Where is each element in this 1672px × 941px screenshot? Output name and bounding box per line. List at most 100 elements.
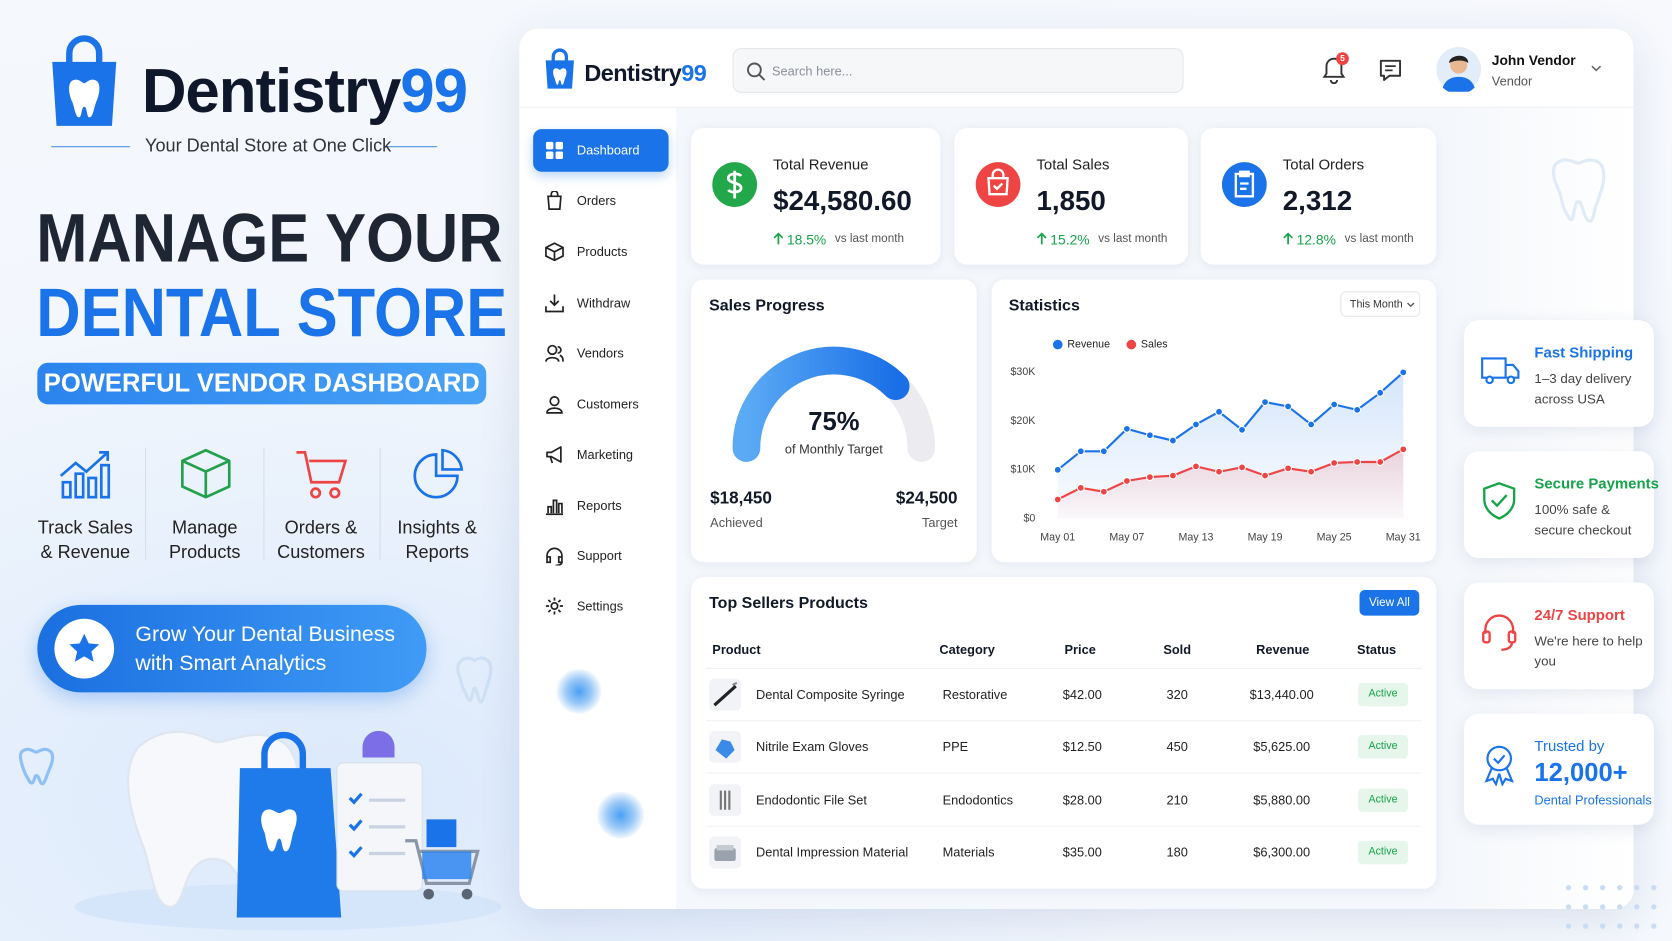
nav-item[interactable]: Dashboard: [533, 129, 669, 172]
stat-compare: vs last month: [834, 232, 905, 246]
highlight-title: Secure Payments: [1534, 474, 1659, 492]
user-avatar[interactable]: [1436, 46, 1482, 92]
stat-compare: vs last month: [1344, 232, 1414, 246]
nav-label: Orders: [576, 193, 616, 209]
nav-item[interactable]: Withdraw: [533, 282, 668, 325]
stat-change: 12.8%: [1296, 231, 1336, 248]
table-cell: $6,300.00: [1253, 844, 1311, 860]
nav-label: Dashboard: [576, 142, 640, 158]
nav-icon-part: [545, 242, 564, 262]
highlight-icon: [1484, 745, 1514, 787]
header-logo-part: [553, 68, 567, 85]
period-dropdown[interactable]: This Month: [1340, 291, 1421, 317]
dot-pattern-part-part: [1634, 884, 1640, 891]
feature-line: Customers: [277, 541, 365, 563]
dot-pattern-part-part: [1634, 904, 1640, 910]
tooth-decoration-part: [1551, 158, 1606, 223]
table-cell: 320: [1166, 687, 1188, 703]
nav-icon-part-part: [555, 151, 564, 159]
feature-icon-part-part: [87, 476, 98, 499]
nav-icon-part-part: [545, 597, 564, 615]
messages-icon[interactable]: [1379, 58, 1402, 84]
view-all-button[interactable]: View All: [1359, 589, 1420, 616]
nav-icon-part: [545, 499, 564, 516]
notification-bell[interactable]: [1320, 51, 1352, 85]
user-menu-chevron-part: [1591, 65, 1602, 72]
stat-compare: vs last month: [1098, 232, 1168, 246]
nav-item[interactable]: Customers: [533, 383, 668, 426]
feature-line: Insights &: [397, 517, 477, 538]
highlight-text: 100% safe & secure checkout: [1534, 502, 1632, 538]
feature-icon-part-part: [99, 451, 110, 461]
feature-label: Orders & Customers: [277, 515, 365, 564]
illustration-part: [423, 888, 434, 900]
feature-label: Track Sales & Revenue: [38, 515, 133, 564]
highlight-card: Secure Payments 100% safe & secure checko…: [1464, 451, 1659, 558]
row-divider: [705, 720, 1422, 722]
trend-arrow-part: [1036, 232, 1047, 245]
status-badge: Active: [1357, 682, 1409, 707]
feature-icon: [59, 451, 111, 499]
table-cell: $12.50: [1062, 739, 1102, 755]
dot-pattern-part-part: [1582, 904, 1589, 910]
brand-word: Dentistry: [584, 59, 682, 87]
feature-line: Track Sales: [37, 517, 133, 538]
feature-divider: [145, 448, 147, 561]
cta-button[interactable]: Grow Your Dental Business with Smart Anal…: [37, 604, 427, 693]
user-role: Vendor: [1491, 73, 1533, 89]
decoration-glow: [597, 791, 645, 839]
search-icon: [747, 62, 766, 81]
nav-item[interactable]: Support: [533, 535, 668, 578]
header-logo: [545, 48, 574, 89]
nav-icon-part: [546, 396, 563, 414]
search-placeholder: Search here...: [772, 64, 853, 79]
nav-icon: [546, 547, 563, 566]
stat-title: Total Orders: [1282, 155, 1365, 173]
feature-icon-part: [413, 448, 464, 499]
dot-pattern-part-part: [1617, 923, 1623, 929]
stat-change: 15.2%: [1050, 231, 1090, 248]
table-cell: 210: [1166, 792, 1188, 808]
headline: DENTAL STORE: [36, 274, 508, 352]
search-box[interactable]: Search here...: [732, 48, 1184, 93]
highlight-icon: [1483, 482, 1516, 520]
card-title: Top Sellers Products: [709, 594, 868, 613]
card-title: Statistics: [1008, 296, 1080, 315]
feature-icon-part-part: [413, 453, 459, 499]
user-menu-chevron[interactable]: [1590, 64, 1603, 73]
dot-pattern: [1565, 884, 1657, 929]
cta-text: Grow Your Dental Business with Smart Anal…: [135, 621, 395, 679]
illustration-part-part: [348, 792, 363, 805]
nav-item[interactable]: Vendors: [533, 332, 668, 375]
nav-label: Products: [576, 244, 628, 260]
divider: [386, 146, 438, 148]
illustration-part: [362, 730, 395, 758]
nav-label: Customers: [576, 396, 639, 412]
nav-item[interactable]: Marketing: [533, 433, 668, 476]
stat-icon-part: [975, 162, 1021, 207]
nav-icon-part-part: [557, 345, 564, 362]
highlight-icon: [1482, 614, 1517, 651]
search-icon-part: [747, 62, 762, 78]
dropdown-chevron: [1407, 302, 1415, 308]
nav-item[interactable]: Settings: [533, 585, 668, 628]
nav-icon-part: [547, 190, 562, 210]
highlight-icon-part-part: [1493, 754, 1506, 765]
notification-count: 5: [1340, 53, 1345, 63]
nav-item[interactable]: Reports: [533, 484, 668, 527]
table-cell: $28.00: [1062, 792, 1102, 808]
nav-item[interactable]: Orders: [533, 179, 668, 222]
feature-icon-part: [181, 448, 231, 499]
product-thumbnail-part: [714, 848, 736, 861]
nav-item[interactable]: Products: [533, 230, 668, 273]
notification-bell-part: [1329, 79, 1339, 85]
illustration-part: [18, 747, 55, 786]
highlight-icon-part-part: [1490, 494, 1508, 508]
table-cell: $5,625.00: [1253, 739, 1311, 755]
dot-pattern-part-part: [1565, 923, 1572, 929]
product-thumbnail-part: [716, 844, 734, 851]
nav-icon-part: [546, 547, 563, 566]
feature-icon-part-part: [181, 459, 230, 498]
feature-icon-part-part: [441, 448, 464, 471]
